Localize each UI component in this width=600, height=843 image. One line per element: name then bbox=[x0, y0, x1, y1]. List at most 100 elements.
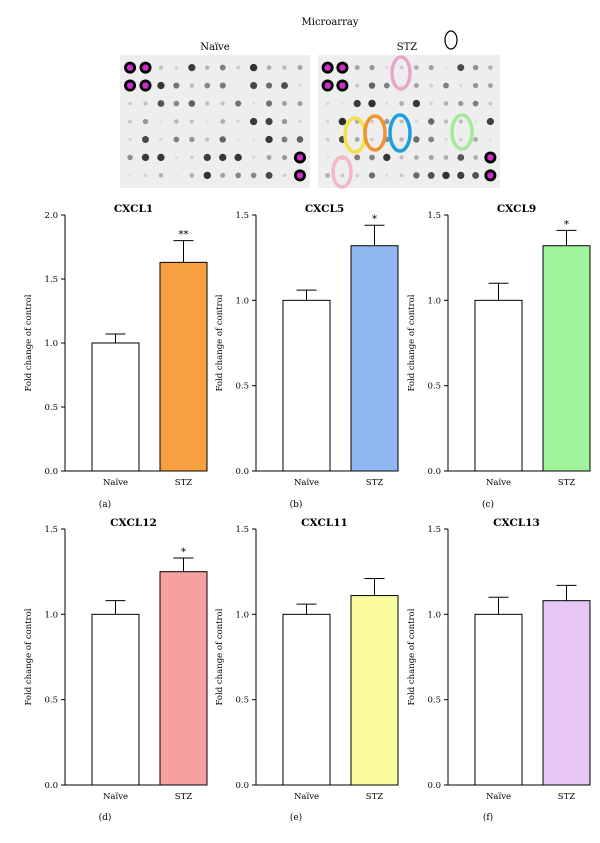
array-spot bbox=[174, 65, 179, 70]
array-spot bbox=[265, 135, 273, 144]
microarray-title: Microarray bbox=[302, 17, 359, 28]
x-tick-label: Naïve bbox=[486, 792, 511, 802]
array-spot bbox=[220, 101, 225, 106]
x-tick-label: Naïve bbox=[103, 478, 128, 488]
array-spot bbox=[399, 65, 404, 70]
array-spot bbox=[368, 99, 376, 108]
array-spot bbox=[341, 102, 344, 105]
array-spot bbox=[457, 154, 465, 161]
array-spot bbox=[325, 119, 330, 124]
reference-spot-highlight bbox=[296, 172, 304, 179]
array-spot bbox=[472, 171, 480, 179]
array-spot bbox=[399, 119, 404, 124]
array-spot bbox=[205, 101, 210, 106]
array-spot bbox=[281, 136, 288, 143]
chart-cxcl12: 0.0 0.5 1.0 1.5 Fold change of control CXCL12… bbox=[24, 517, 208, 823]
reference-spot-highlight bbox=[324, 64, 331, 71]
array-spot bbox=[281, 101, 288, 107]
microarray-blot-naive bbox=[120, 55, 310, 188]
array-spot bbox=[141, 153, 150, 162]
y-tick-label: 0.5 bbox=[427, 696, 441, 706]
panel-label: (f) bbox=[483, 812, 493, 823]
y-axis-label: Fold change of control bbox=[215, 294, 225, 391]
reference-spot-highlight bbox=[296, 154, 304, 161]
array-spot bbox=[383, 82, 390, 89]
y-tick-label: 1.5 bbox=[427, 211, 441, 221]
array-spot bbox=[297, 65, 303, 71]
array-spot bbox=[340, 173, 345, 178]
array-spot bbox=[429, 83, 434, 88]
panel-label: (e) bbox=[290, 812, 302, 823]
microarray-blot-stz bbox=[318, 55, 500, 189]
array-spot bbox=[413, 172, 420, 179]
bar-naive bbox=[474, 299, 523, 472]
array-spot bbox=[188, 100, 196, 107]
array-spot bbox=[385, 102, 389, 106]
array-spot bbox=[429, 101, 433, 106]
array-spot bbox=[158, 65, 163, 70]
array-spot bbox=[206, 120, 209, 123]
array-spot bbox=[189, 136, 195, 143]
reference-spot-highlight bbox=[487, 172, 494, 179]
array-spot bbox=[159, 137, 163, 142]
array-spot bbox=[236, 84, 240, 87]
array-spot bbox=[265, 171, 273, 179]
array-spot bbox=[427, 118, 435, 125]
y-tick-label: 1.0 bbox=[44, 610, 58, 620]
array-spot bbox=[325, 173, 330, 178]
array-spot bbox=[443, 82, 449, 89]
array-spot bbox=[250, 82, 258, 90]
highlight-ring-cxcl13 bbox=[390, 55, 412, 91]
reference-spot-highlight bbox=[487, 154, 494, 161]
array-spot bbox=[235, 100, 242, 107]
array-spot bbox=[203, 171, 211, 180]
array-spot bbox=[326, 156, 329, 159]
array-spot bbox=[414, 119, 418, 124]
bar-stz bbox=[350, 245, 399, 472]
array-spot bbox=[444, 137, 448, 142]
array-spot bbox=[265, 117, 273, 126]
chart-title: CXCL11 bbox=[301, 517, 348, 529]
x-tick-label: Naïve bbox=[486, 478, 511, 488]
bar-stz bbox=[159, 571, 208, 786]
array-spot bbox=[488, 138, 492, 141]
array-spot bbox=[266, 65, 272, 70]
array-spot bbox=[236, 138, 240, 141]
array-spot bbox=[443, 101, 449, 106]
bar-naive bbox=[91, 613, 140, 786]
significance-marker: ** bbox=[179, 230, 189, 241]
array-spot bbox=[159, 120, 163, 123]
array-spot bbox=[175, 174, 178, 177]
array-spot bbox=[399, 155, 404, 160]
array-spot bbox=[173, 100, 180, 107]
array-spot bbox=[473, 155, 478, 160]
array-spot bbox=[369, 64, 375, 71]
array-spot bbox=[383, 153, 391, 162]
array-spot bbox=[488, 101, 493, 106]
chart-cxcl5: 0.0 0.5 1.0 1.5 Fold change of control CXCL5 N… bbox=[215, 203, 399, 510]
array-spot bbox=[413, 83, 419, 89]
bar-naive bbox=[91, 342, 140, 472]
y-tick-label: 0.0 bbox=[235, 781, 249, 791]
array-spot bbox=[205, 65, 210, 70]
y-tick-label: 0.5 bbox=[44, 403, 58, 413]
array-spot bbox=[399, 137, 404, 142]
array-spot bbox=[252, 102, 256, 105]
array-spot bbox=[472, 64, 479, 71]
array-spot bbox=[219, 64, 226, 71]
array-spot bbox=[354, 154, 361, 161]
reference-spot-highlight bbox=[126, 82, 134, 89]
array-spot bbox=[281, 82, 288, 90]
array-spot bbox=[443, 119, 449, 124]
significance-marker: * bbox=[372, 214, 377, 225]
array-spot bbox=[353, 99, 361, 108]
chart-title: CXCL13 bbox=[493, 517, 540, 529]
array-spot bbox=[128, 174, 132, 177]
y-tick-label: 0.5 bbox=[235, 382, 249, 392]
chart-cxcl1: 0.0 0.5 1.0 1.5 2.0 Fold change of control CXC… bbox=[24, 203, 208, 510]
array-spot bbox=[442, 171, 450, 180]
array-spot bbox=[370, 119, 374, 124]
y-tick-label: 0.0 bbox=[44, 467, 58, 477]
array-spot bbox=[298, 83, 302, 88]
array-spot bbox=[458, 100, 464, 107]
